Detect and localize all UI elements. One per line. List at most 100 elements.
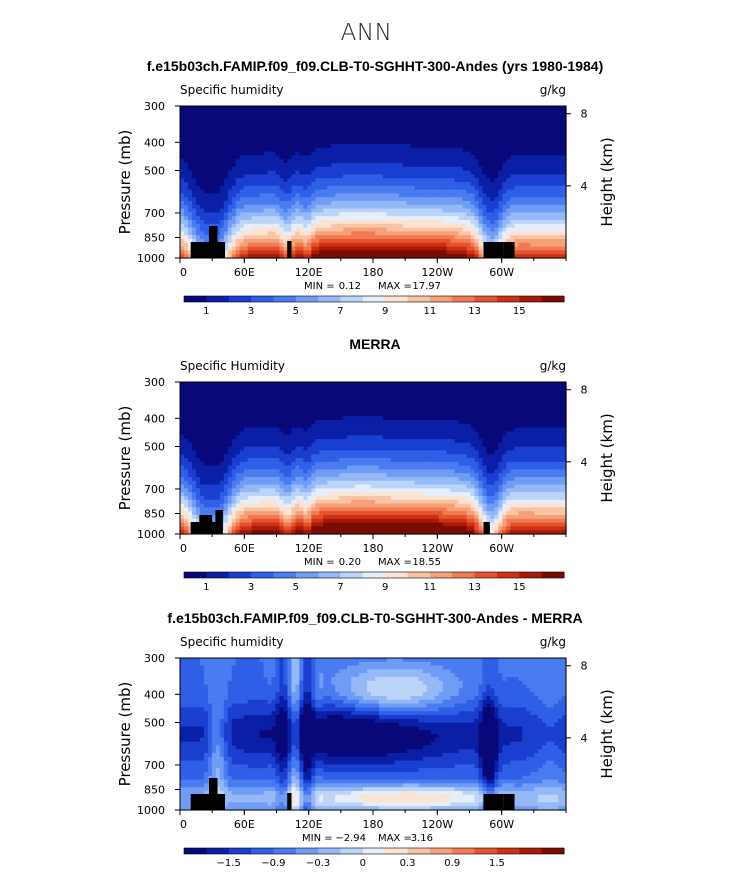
contour-cell [211, 117, 217, 122]
contour-cell [191, 216, 197, 221]
contour-cell [402, 166, 408, 172]
contour-cell [406, 159, 412, 164]
contour-cell [231, 216, 237, 221]
contour-cell [482, 185, 488, 191]
contour-cell [490, 235, 495, 240]
contour-cell [486, 385, 491, 391]
contour-cell [458, 174, 464, 179]
contour-cell [187, 250, 193, 255]
contour-cell [458, 242, 464, 248]
contour-cell [378, 216, 384, 221]
contour-cell [319, 201, 324, 206]
contour-cell [550, 128, 555, 134]
contour-cell [339, 117, 344, 122]
contour-cell [458, 193, 464, 198]
contour-cell [351, 106, 356, 111]
contour-cell [534, 231, 539, 236]
contour-cell [438, 113, 444, 118]
contour-cell [323, 208, 328, 213]
contour-cell [546, 128, 551, 134]
contour-cell [295, 242, 300, 248]
contour-cell [355, 208, 360, 213]
contour-cell [327, 250, 332, 255]
contour-cell [434, 254, 440, 259]
contour-cell [398, 204, 404, 210]
contour-cell [187, 227, 193, 232]
contour-cell [343, 393, 348, 398]
contour-cell [426, 385, 432, 391]
contour-cell [530, 170, 535, 175]
contour-cell [482, 212, 488, 217]
contour-cell [394, 117, 400, 122]
contour-cell [562, 136, 567, 141]
contour-cell [538, 178, 543, 183]
contour-cell [271, 416, 277, 421]
contour-cell [267, 174, 273, 179]
contour-cell [259, 136, 265, 141]
contour-cell [414, 404, 420, 410]
contour-cell [239, 170, 245, 175]
contour-cell [327, 204, 332, 210]
contour-cell [335, 159, 340, 164]
contour-cell [363, 250, 368, 255]
contour-cell [235, 408, 241, 413]
contour-cell [180, 223, 185, 229]
contour-cell [430, 382, 436, 387]
contour-cell [494, 140, 499, 145]
contour-cell [343, 113, 348, 118]
contour-cell [394, 151, 400, 156]
contour-cell [378, 416, 384, 421]
contour-cell [486, 140, 491, 145]
contour-cell [534, 401, 539, 406]
contour-cell [343, 208, 348, 213]
contour-cell [554, 412, 559, 417]
contour-cell [402, 227, 408, 232]
contour-cell [355, 125, 360, 130]
contour-cell [275, 201, 281, 206]
contour-cell [426, 109, 432, 115]
contour-cell [215, 132, 221, 137]
contour-cell [335, 185, 340, 191]
contour-cell [454, 250, 460, 255]
contour-cell [271, 389, 277, 394]
contour-cell [291, 246, 296, 251]
contour-cell [526, 404, 531, 410]
contour-cell [335, 113, 340, 118]
contour-cell [247, 140, 253, 145]
contour-cell [478, 412, 484, 417]
contour-cell [538, 147, 543, 153]
contour-cell [526, 250, 531, 255]
contour-cell [199, 140, 205, 145]
contour-cell [426, 239, 432, 244]
contour-cell [243, 250, 249, 255]
contour-cell [494, 151, 499, 156]
contour-cell [255, 408, 261, 413]
contour-cell [526, 254, 531, 259]
contour-cell [454, 216, 460, 221]
contour-cell [319, 408, 324, 413]
contour-cell [474, 250, 480, 255]
contour-cell [482, 128, 488, 134]
contour-cell [550, 201, 555, 206]
contour-cell [506, 113, 511, 118]
contour-cell [215, 231, 221, 236]
contour-cell [378, 404, 384, 410]
contour-cell [231, 178, 237, 183]
contour-cell [335, 246, 340, 251]
contour-cell [263, 246, 269, 251]
contour-cell [271, 231, 277, 236]
contour-cell [418, 201, 424, 206]
contour-cell [183, 223, 189, 229]
contour-cell [454, 197, 460, 202]
contour-cell [546, 204, 551, 210]
contour-cell [478, 125, 484, 130]
contour-cell [219, 113, 225, 118]
contour-cell [271, 117, 277, 122]
contour-cell [382, 242, 388, 248]
contour-cell [239, 404, 245, 410]
contour-cell [327, 197, 332, 202]
contour-cell [434, 147, 440, 153]
contour-cell [180, 393, 185, 398]
contour-cell [562, 227, 567, 232]
contour-cell [195, 197, 201, 202]
